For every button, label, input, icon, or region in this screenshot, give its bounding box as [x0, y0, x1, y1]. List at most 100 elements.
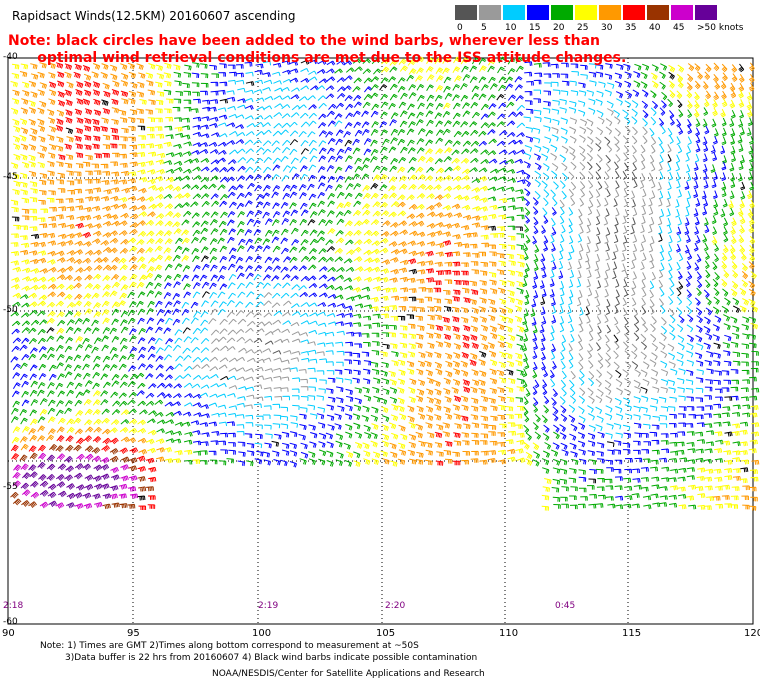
wind-barb [273, 123, 282, 129]
wind-barb [746, 92, 753, 101]
wind-barb [91, 71, 99, 79]
wind-barb [416, 395, 424, 403]
wind-barb [37, 300, 47, 307]
wind-barb [615, 432, 623, 439]
wind-barb [577, 334, 583, 344]
wind-barb [452, 84, 461, 91]
wind-barb [327, 120, 336, 127]
wind-barb [66, 502, 75, 509]
wind-barb [93, 337, 102, 345]
wind-barb [245, 414, 254, 420]
wind-barb [712, 278, 719, 288]
wind-barb [487, 196, 497, 202]
wind-barb [94, 264, 103, 271]
wind-barb [515, 111, 524, 118]
wind-barb [217, 237, 225, 245]
wind-barb [588, 98, 596, 105]
wind-barb [208, 318, 217, 325]
wind-barb [388, 241, 398, 247]
wind-barb [436, 451, 444, 457]
wind-barb [57, 188, 66, 193]
wind-barb [308, 139, 317, 147]
wind-barb [425, 459, 433, 466]
wind-barb [389, 305, 397, 310]
wind-barb [748, 74, 755, 83]
wind-barb [39, 480, 49, 488]
wind-barb [48, 500, 58, 507]
wind-barb [137, 363, 146, 370]
wind-barb [702, 118, 708, 128]
wind-barb [551, 108, 560, 115]
wind-barb [397, 378, 406, 386]
wind-barb [290, 275, 299, 282]
wind-barb [515, 95, 524, 102]
wind-barb [253, 274, 262, 281]
wind-barb [65, 337, 74, 344]
wind-barb [660, 433, 669, 438]
wind-barb [613, 161, 619, 171]
wind-barb [354, 387, 362, 394]
wind-barb [336, 313, 345, 318]
wind-barb [415, 459, 424, 465]
wind-barb [588, 180, 594, 189]
wind-barb [522, 278, 528, 288]
wind-barb [136, 108, 144, 115]
wind-barb [435, 341, 444, 348]
wind-barb [92, 273, 102, 280]
wind-barb [543, 424, 550, 433]
wind-barb [613, 350, 619, 359]
wind-barb [38, 199, 46, 205]
wind-barb [83, 206, 92, 213]
wind-barb [361, 351, 370, 357]
wind-barb [642, 188, 647, 198]
wind-barb [93, 109, 102, 116]
wind-barb [282, 69, 291, 75]
wind-barb [605, 395, 613, 403]
wind-barb [541, 415, 548, 424]
wind-barb [74, 188, 82, 194]
wind-barb [344, 351, 353, 357]
wind-barb [136, 390, 145, 397]
wind-barb [578, 252, 583, 261]
wind-barb [262, 357, 272, 362]
wind-barb [737, 207, 744, 217]
wind-barb [729, 190, 735, 200]
wind-barb [632, 468, 640, 474]
wind-barb [30, 399, 39, 406]
wind-barb [174, 126, 183, 132]
wind-barb [118, 220, 128, 227]
wind-barb [462, 102, 470, 109]
wind-barb [612, 251, 617, 261]
wind-barb [371, 332, 380, 338]
wind-barb [92, 89, 101, 97]
wind-barb [660, 63, 668, 71]
wind-barb [488, 158, 498, 164]
wind-barb [597, 360, 604, 369]
wind-barb [92, 409, 101, 416]
wind-barb [219, 318, 228, 325]
wind-barb [326, 441, 334, 449]
wind-barb [226, 90, 235, 95]
wind-barb [156, 152, 166, 159]
wind-barb [748, 145, 754, 155]
wind-barb [435, 137, 444, 144]
wind-barb [738, 143, 744, 153]
wind-barb [668, 387, 676, 394]
wind-barb [82, 231, 92, 239]
wind-barb [74, 428, 84, 435]
wind-barb [228, 201, 237, 208]
wind-barb [469, 232, 478, 238]
wind-barb [21, 302, 30, 308]
wind-barb [181, 317, 190, 325]
wind-barb [506, 101, 515, 108]
wind-barb [622, 235, 628, 244]
scale-label: 30 [601, 23, 613, 33]
wind-barb [226, 140, 236, 145]
wind-barb [298, 369, 307, 374]
wind-barb [21, 320, 31, 327]
wind-barb [460, 94, 469, 102]
wind-barb [524, 224, 530, 233]
wind-barb [363, 93, 372, 101]
wind-barb [570, 370, 576, 380]
wind-barb [181, 247, 190, 254]
